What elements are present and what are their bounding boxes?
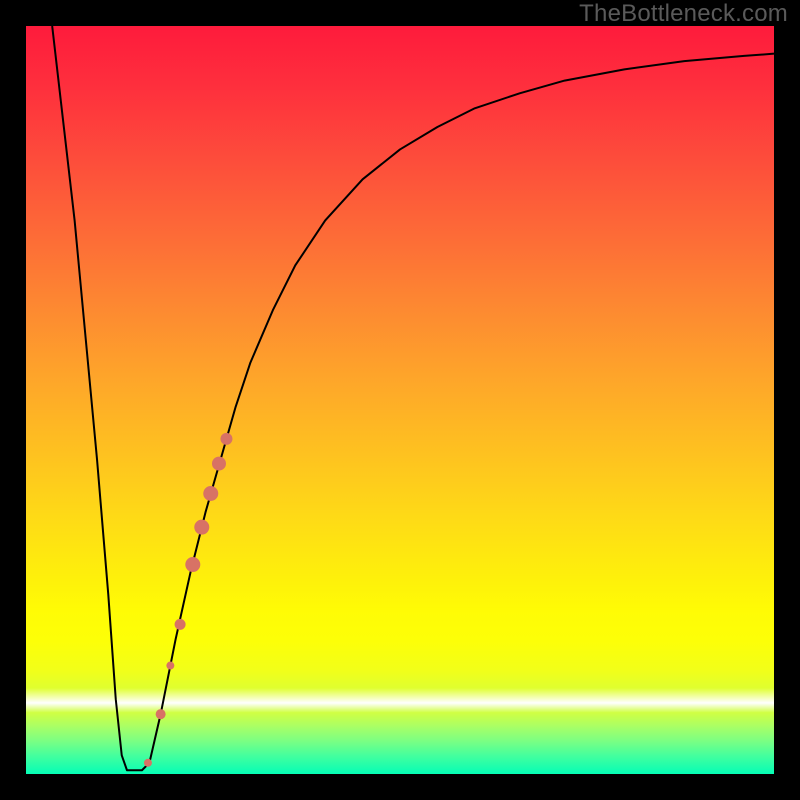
datapoint-marker <box>175 619 186 630</box>
datapoint-marker <box>156 709 166 719</box>
plot-svg <box>26 26 774 774</box>
datapoints-group <box>144 433 233 767</box>
datapoint-marker <box>166 662 174 670</box>
datapoint-marker <box>203 486 218 501</box>
datapoint-marker <box>220 433 232 445</box>
main-curve <box>52 26 774 770</box>
datapoint-marker <box>185 557 200 572</box>
watermark-label: TheBottleneck.com <box>579 0 788 28</box>
datapoint-marker <box>194 520 209 535</box>
plot-area <box>26 26 774 774</box>
datapoint-marker <box>144 759 152 767</box>
chart-container: TheBottleneck.com <box>0 0 800 800</box>
datapoint-marker <box>212 457 226 471</box>
